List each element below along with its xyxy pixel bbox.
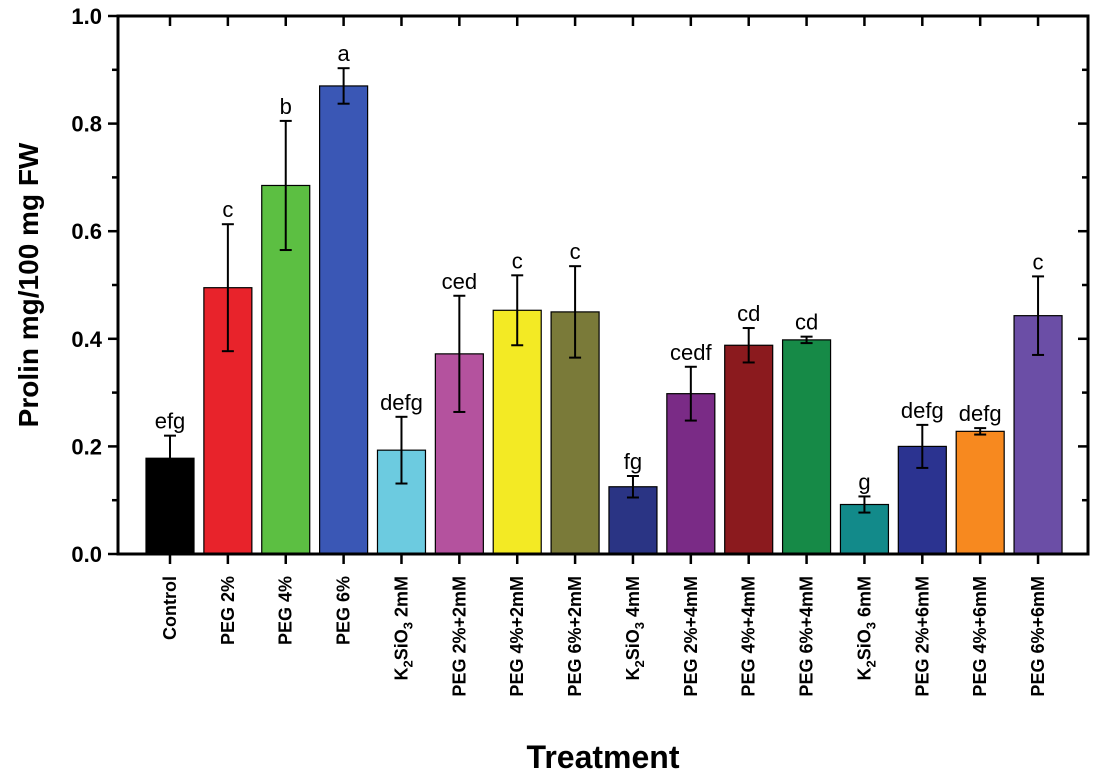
x-tick-label: PEG 6%+2mM	[565, 576, 585, 697]
significance-label: cd	[737, 301, 760, 326]
x-tick-label: Control	[160, 576, 180, 640]
bar-15	[955, 430, 1005, 555]
significance-label: ced	[442, 269, 477, 294]
x-tick-label: PEG 4%+6mM	[970, 576, 990, 697]
significance-label: efg	[155, 409, 186, 434]
bar-4	[319, 85, 369, 555]
significance-label: c	[222, 197, 233, 222]
x-tick-label: PEG 6%+6mM	[1028, 576, 1048, 697]
y-tick-label: 1.0	[71, 4, 102, 29]
significance-label: a	[337, 41, 350, 66]
significance-label: c	[570, 239, 581, 264]
significance-label: defg	[901, 398, 944, 423]
y-tick-label: 0.2	[71, 434, 102, 459]
x-tick-label: K2SiO3 6mM	[854, 576, 878, 681]
significance-label: defg	[380, 390, 423, 415]
x-tick-label: K2SiO3 2mM	[391, 576, 415, 681]
bar-12	[781, 339, 832, 555]
y-tick-label: 0.4	[71, 327, 102, 352]
significance-label: c	[512, 248, 523, 273]
significance-label: c	[1033, 249, 1044, 274]
y-axis-ticks: 0.0 0.2 0.4 0.6 0.8 1.0	[71, 4, 1088, 567]
significance-label: cd	[795, 310, 818, 335]
x-tick-label: PEG 4%+4mM	[739, 576, 759, 697]
significance-label: cedf	[670, 340, 712, 365]
y-tick-label: 0.0	[71, 542, 102, 567]
x-tick-label: K2SiO3 4mM	[623, 576, 647, 681]
x-tick-label: PEG 2%+6mM	[912, 576, 932, 697]
x-tick-label: PEG 4%+2mM	[507, 576, 527, 697]
significance-label: b	[280, 94, 292, 119]
x-tick-label: PEG 6%	[334, 576, 354, 645]
x-tick-label: PEG 4%	[276, 576, 296, 645]
x-axis-ticks: Control PEG 2% PEG 4% PEG 6% K2SiO3 2mM PEG 2…	[160, 16, 1048, 697]
bar-11	[724, 344, 774, 555]
y-axis-title: Prolin mg/100 mg FW	[13, 142, 44, 427]
significance-label: g	[858, 469, 870, 494]
significance-label: fg	[624, 449, 642, 474]
y-tick-label: 0.6	[71, 219, 102, 244]
x-axis-title: Treatment	[527, 739, 680, 775]
significance-label: defg	[959, 401, 1002, 426]
x-tick-label: PEG 2%+4mM	[681, 576, 701, 697]
x-tick-label: PEG 2%+2mM	[449, 576, 469, 697]
x-tick-label: PEG 2%	[218, 576, 238, 645]
y-tick-label: 0.8	[71, 112, 102, 137]
x-tick-label: PEG 6%+4mM	[797, 576, 817, 697]
bar-7	[492, 309, 542, 555]
